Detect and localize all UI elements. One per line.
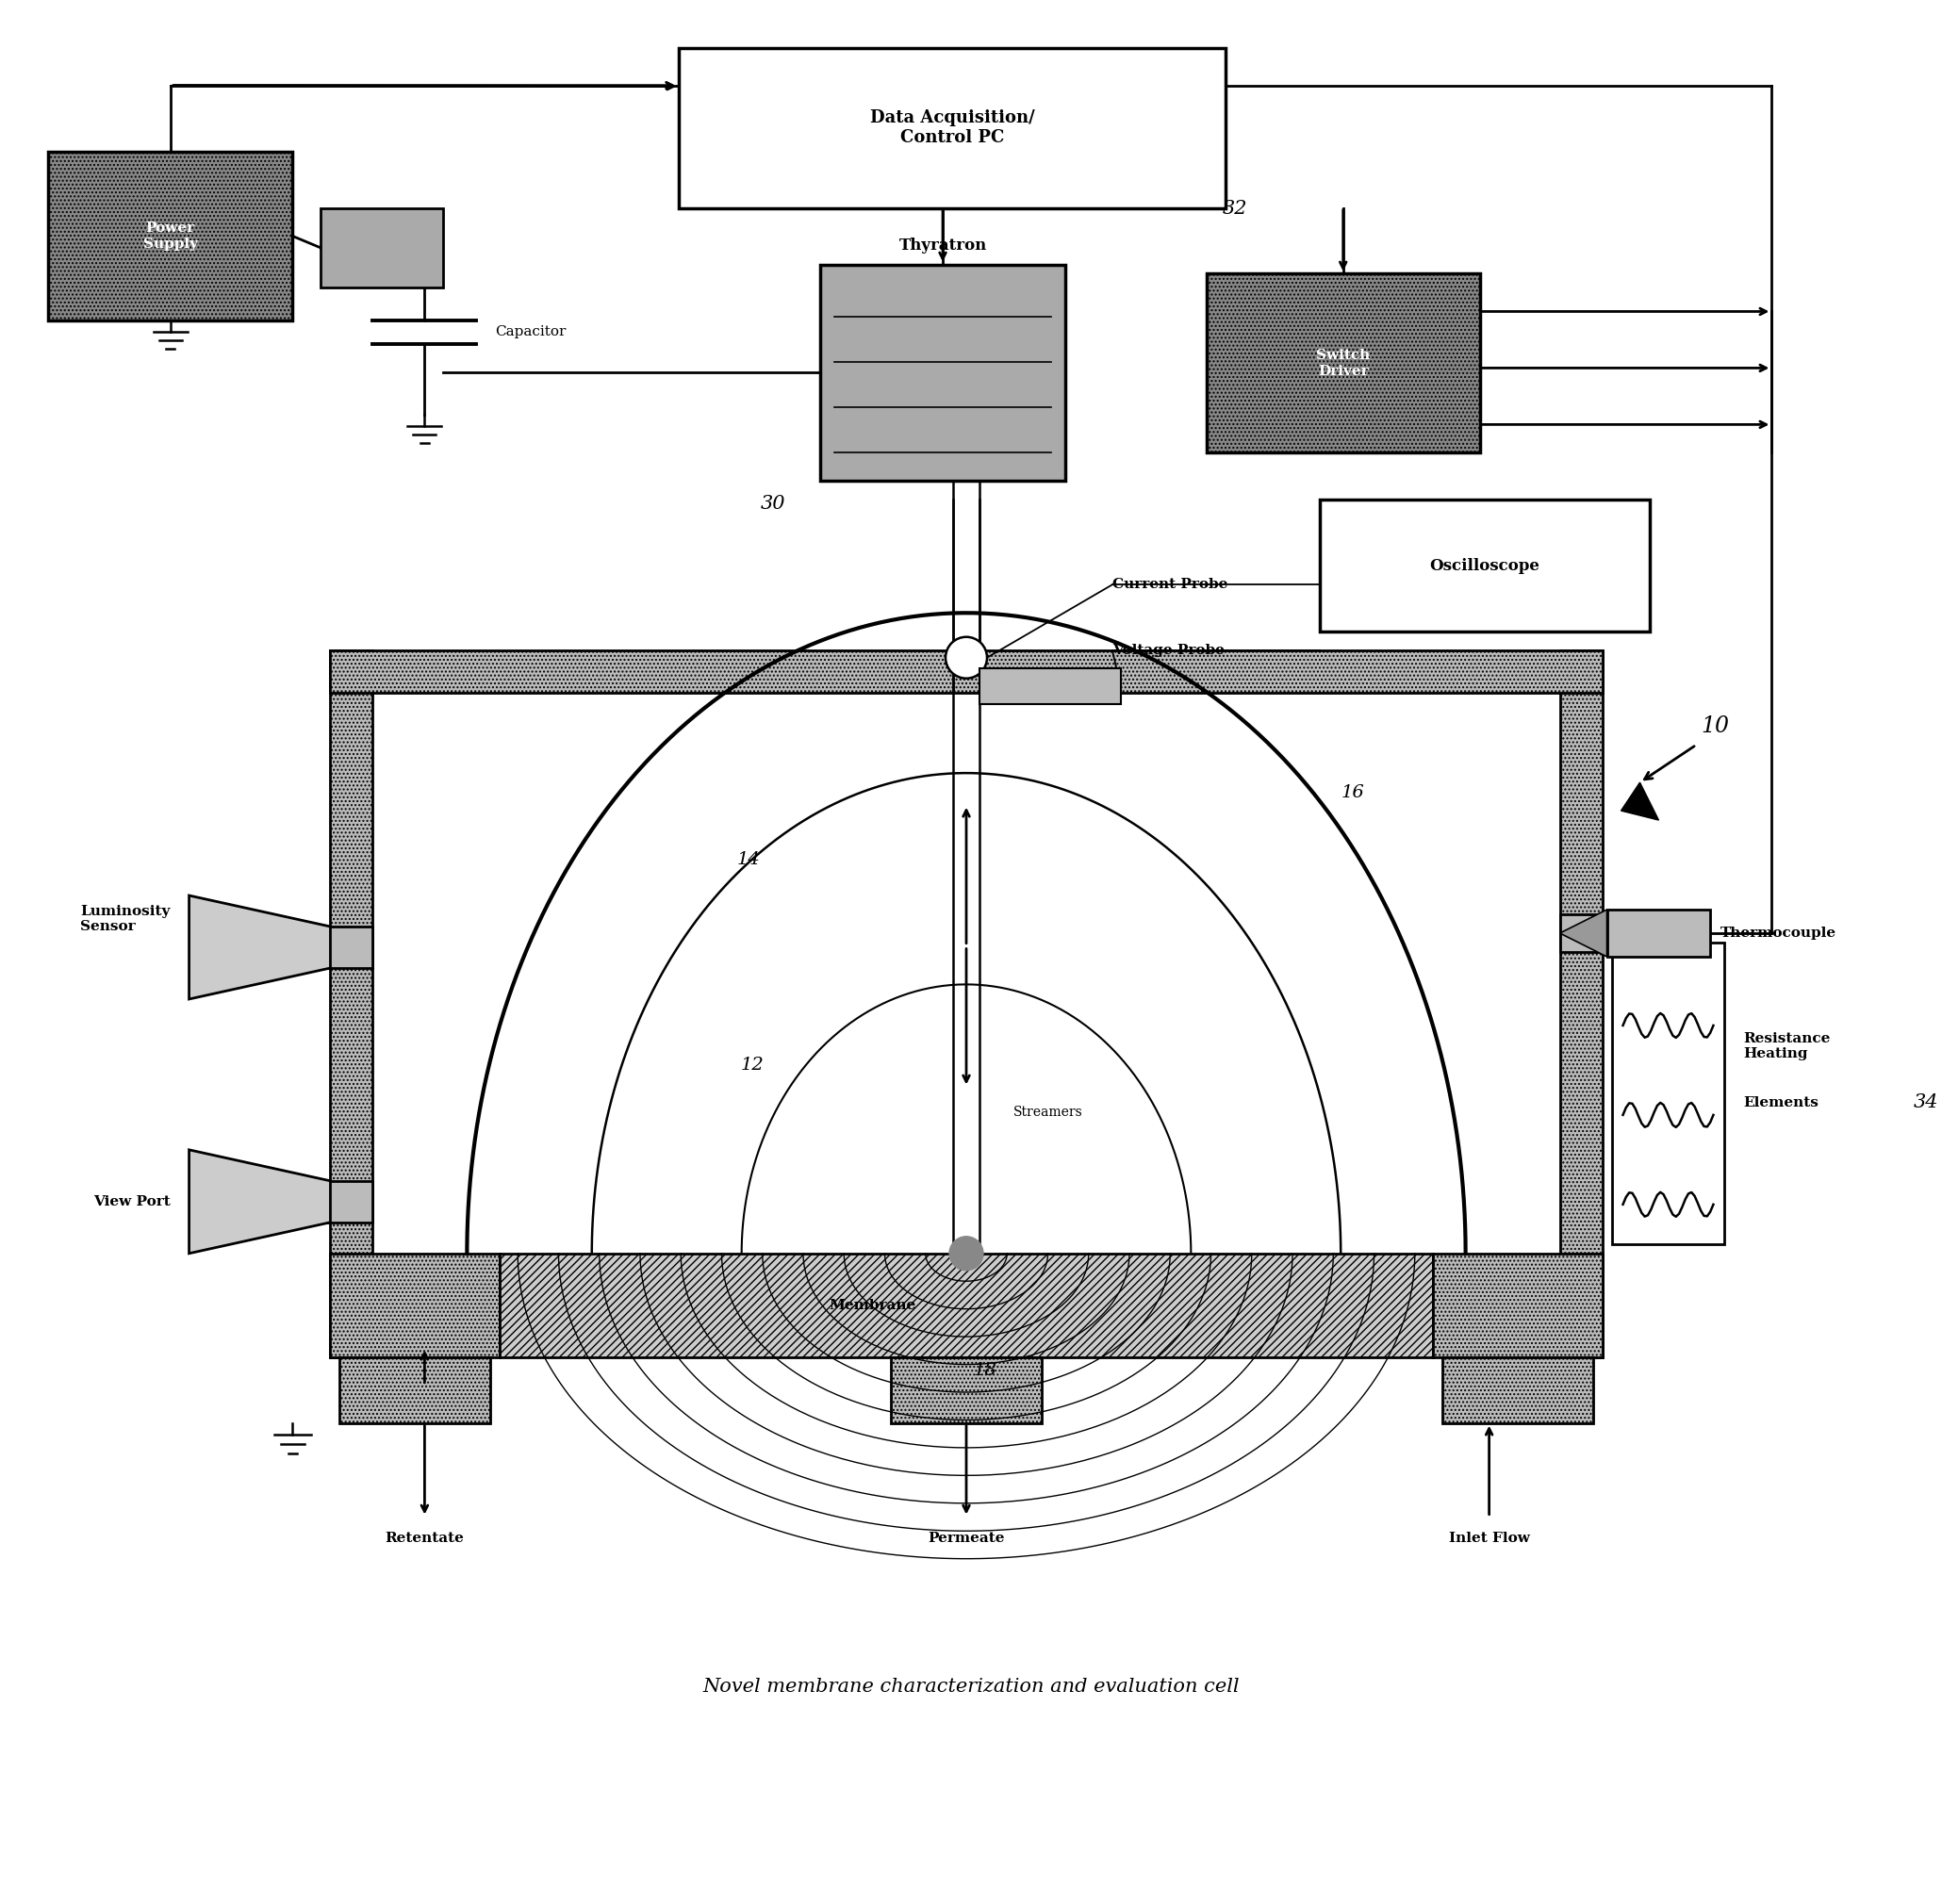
Bar [1319,501,1649,632]
Text: Current Probe: Current Probe [1113,579,1227,592]
Bar [1559,651,1602,1358]
Bar [820,265,1066,482]
Text: Resistance
Heating: Resistance Heating [1744,1032,1831,1061]
Bar [891,1358,1041,1422]
Bar [1433,1253,1602,1358]
Bar [330,651,1602,693]
Text: Thermocouple: Thermocouple [1721,927,1835,941]
Bar [49,150,293,322]
Text: Data Acquisition/
Control PC: Data Acquisition/ Control PC [870,110,1035,147]
Bar [680,48,1225,208]
Text: Voltage Probe: Voltage Probe [1113,644,1223,657]
Bar [499,1253,1433,1358]
Text: Membrane: Membrane [829,1299,915,1312]
Text: Inlet Flow: Inlet Flow [1449,1531,1530,1544]
Bar [340,1358,491,1422]
Text: 12: 12 [740,1057,763,1074]
Polygon shape [1559,910,1606,956]
Bar [1443,1358,1592,1422]
Bar [330,651,373,1358]
Text: 34: 34 [1913,1093,1938,1112]
Text: Permeate: Permeate [928,1531,1004,1544]
Circle shape [950,1236,983,1270]
Text: Novel membrane characterization and evaluation cell: Novel membrane characterization and eval… [703,1677,1239,1696]
Text: 32: 32 [1222,200,1247,217]
Bar [1559,914,1602,952]
Polygon shape [1622,783,1658,821]
Text: Capacitor: Capacitor [495,326,567,339]
Text: View Port: View Port [93,1196,171,1209]
Bar [1612,942,1724,1243]
Bar [330,1253,499,1358]
Text: Luminosity
Sensor: Luminosity Sensor [80,904,171,933]
Text: Switch
Driver: Switch Driver [1317,348,1371,377]
Text: 10: 10 [1701,716,1730,737]
Text: Oscilloscope: Oscilloscope [1429,558,1540,573]
Text: Retentate: Retentate [385,1531,464,1544]
Text: 16: 16 [1340,784,1363,802]
Bar [326,1180,373,1222]
Text: Elements: Elements [1744,1097,1820,1110]
Text: Power
Supply: Power Supply [144,223,198,249]
Bar [1606,910,1711,956]
Text: Streamers: Streamers [1014,1106,1084,1120]
Text: 18: 18 [973,1361,996,1378]
Bar [326,927,373,967]
Text: 14: 14 [738,851,761,868]
Polygon shape [188,895,330,1000]
Bar [979,668,1121,704]
Circle shape [946,638,987,678]
Text: 30: 30 [761,495,787,512]
Bar [1206,274,1480,453]
Polygon shape [188,1150,330,1253]
Bar [320,208,443,288]
Text: Thyratron: Thyratron [899,238,987,253]
